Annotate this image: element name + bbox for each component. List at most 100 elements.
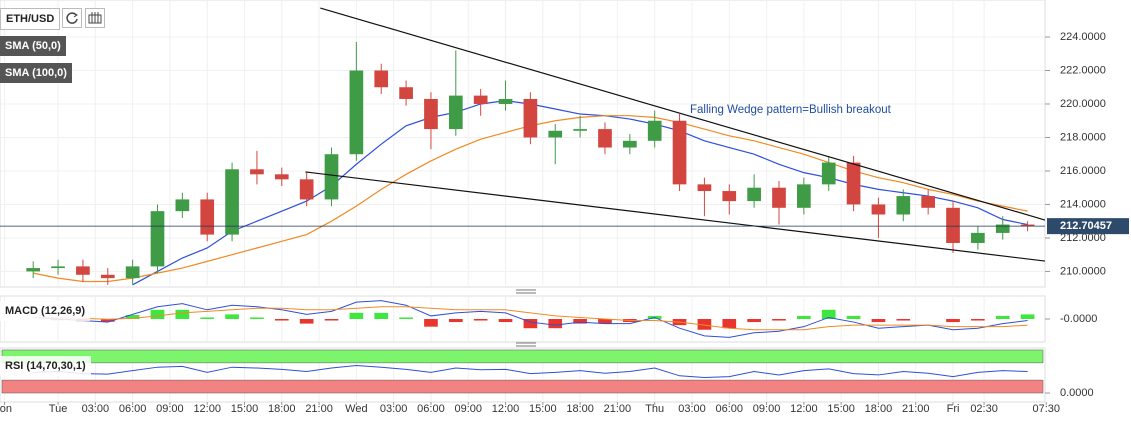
histogram-bar — [821, 309, 836, 319]
plot-area — [1, 348, 1044, 402]
settings-glyph — [88, 12, 102, 24]
histogram-bar — [250, 317, 264, 319]
histogram-bar — [946, 319, 960, 323]
macd-line — [33, 300, 1028, 338]
histogram-bar — [548, 319, 563, 329]
histogram-bar — [871, 319, 886, 323]
histogram-bar — [722, 319, 737, 329]
y-tick-label: 210.0000 — [1060, 265, 1106, 277]
candle-body — [523, 98, 538, 138]
candle-body — [946, 207, 960, 243]
histogram-bar — [846, 315, 861, 319]
candle-body — [548, 130, 563, 138]
candle-body — [797, 184, 811, 208]
histogram-bar — [995, 315, 1010, 319]
histogram-bar — [349, 312, 364, 319]
x-tick-label: 12:00 — [492, 403, 520, 415]
candle-body — [76, 266, 90, 275]
candle-body — [871, 204, 886, 215]
histogram-bar — [772, 319, 786, 321]
candle-body — [921, 196, 935, 208]
rsi-line — [33, 364, 1028, 379]
histogram-bar — [697, 319, 712, 330]
x-tick-label: Fri — [947, 403, 960, 415]
price-panel — [0, 0, 1046, 288]
x-tick-label: 15:00 — [827, 403, 855, 415]
candle-body — [995, 224, 1010, 233]
histogram-bar — [225, 314, 239, 319]
histogram-bar — [473, 319, 488, 321]
candle-body — [51, 266, 65, 269]
x-tick-label: Thu — [645, 403, 664, 415]
x-tick-label: 09:00 — [156, 403, 184, 415]
histogram-bar — [448, 319, 463, 323]
histogram-bar — [747, 319, 761, 323]
mask-box — [5, 238, 120, 268]
histogram-bar — [374, 312, 389, 319]
histogram-bar — [797, 315, 811, 319]
histogram-bar — [175, 309, 190, 319]
y-tick-label: 218.0000 — [1060, 131, 1106, 143]
histogram-bar — [498, 319, 513, 323]
legend-entry[interactable]: SMA (50,0) — [0, 36, 66, 56]
x-tick-label: 21:00 — [305, 403, 333, 415]
plot-area — [0, 0, 1045, 287]
trend-line — [320, 7, 1046, 221]
y-tick-label: 224.0000 — [1060, 31, 1106, 43]
histogram-bar — [200, 317, 215, 319]
candle-body — [100, 274, 115, 279]
x-tick-label: 15:00 — [529, 403, 557, 415]
histogram-bar — [971, 319, 985, 321]
x-tick-label: 21:00 — [604, 403, 632, 415]
sma-line — [132, 100, 1028, 286]
settings-icon[interactable] — [85, 8, 105, 28]
trend-line — [305, 171, 1046, 262]
candle-body — [697, 184, 712, 192]
candle-body — [399, 87, 413, 99]
x-tick-label: 09:00 — [454, 403, 482, 415]
histogram-bar — [573, 319, 587, 324]
y-tick-label: 220.0000 — [1060, 98, 1106, 110]
x-tick-label: 07:30 — [1032, 403, 1060, 415]
x-tick-label: 02:30 — [970, 403, 998, 415]
candle-body — [821, 162, 836, 185]
rsi-band — [1, 379, 1044, 394]
x-tick-label: 12:00 — [193, 403, 221, 415]
x-tick-label: 18:00 — [865, 403, 893, 415]
x-tick-label: 03:00 — [380, 403, 408, 415]
macd-line — [33, 306, 1028, 331]
histogram-bar — [150, 309, 165, 319]
histogram-bar — [299, 319, 314, 324]
candle-body — [125, 266, 140, 279]
x-tick-label: Wed — [345, 403, 367, 415]
candle-body — [573, 129, 587, 131]
histogram-bar — [896, 319, 911, 321]
candle-body — [349, 70, 364, 155]
x-tick-label: 21:00 — [902, 403, 930, 415]
legend-entry[interactable]: SMA (100,0) — [0, 63, 72, 83]
candle-body — [896, 196, 911, 215]
x-tick-label: Tue — [49, 403, 68, 415]
candle-body — [250, 169, 264, 175]
candle-body — [150, 211, 165, 267]
panel-handle[interactable] — [516, 289, 536, 294]
candle-body — [424, 98, 438, 130]
y-tick-label: 222.0000 — [1060, 64, 1106, 76]
histogram-bar — [324, 319, 339, 321]
symbol-label[interactable]: ETH/USD — [0, 8, 61, 30]
histogram-bar — [424, 319, 438, 327]
candle-body — [622, 140, 637, 148]
y-tick-label: -0.0000 — [1060, 313, 1097, 325]
refresh-icon[interactable] — [62, 8, 82, 28]
histogram-bar — [100, 319, 115, 322]
panel-handle[interactable] — [516, 342, 536, 347]
x-tick-label: 06:00 — [417, 403, 445, 415]
indicator-label[interactable]: MACD (12,26,9) — [0, 301, 91, 321]
candle-body — [200, 199, 215, 235]
indicator-label[interactable]: RSI (14,70,30,1) — [0, 356, 91, 376]
candle-body — [747, 187, 761, 202]
histogram-bar — [399, 317, 413, 319]
x-tick-label: 18:00 — [566, 403, 594, 415]
